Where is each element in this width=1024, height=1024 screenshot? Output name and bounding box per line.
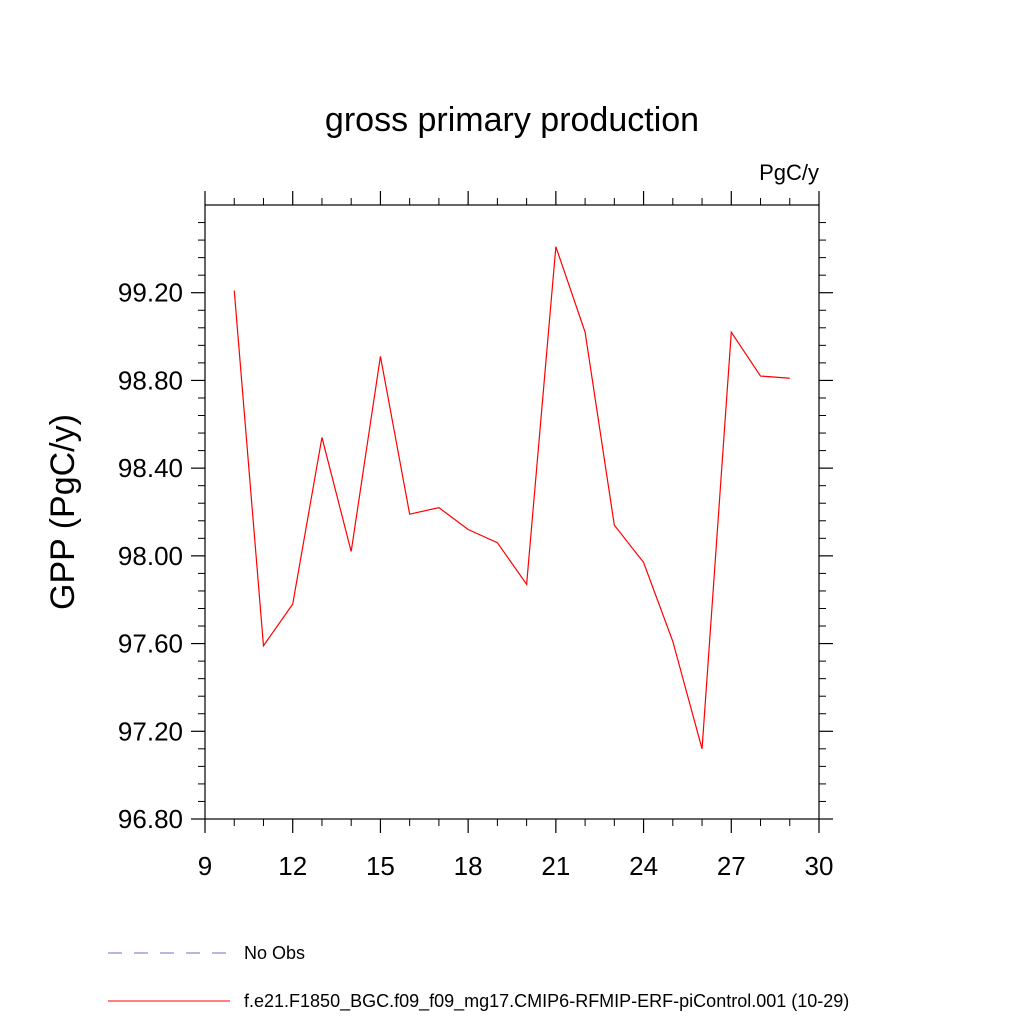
y-tick-label: 99.20 xyxy=(118,278,183,308)
plot-frame xyxy=(204,204,820,820)
legend-label-0: No Obs xyxy=(244,943,305,963)
series-layer xyxy=(233,246,790,749)
y-tick-label: 97.60 xyxy=(118,629,183,659)
x-tick-label: 24 xyxy=(629,851,658,881)
y-tick-label: 98.00 xyxy=(118,541,183,571)
y-tick-label: 96.80 xyxy=(118,804,183,834)
y-tick-label: 98.40 xyxy=(118,453,183,483)
y-axis-label: GPP (PgC/y) xyxy=(44,414,82,610)
legend-label-1: f.e21.F1850_BGC.f09_f09_mg17.CMIP6-RFMIP… xyxy=(244,991,849,1012)
x-tick-label: 30 xyxy=(805,851,834,881)
major-ticks xyxy=(191,191,833,833)
x-tick-labels: 9 12 15 18 21 24 27 30 xyxy=(198,851,834,881)
x-tick-label: 18 xyxy=(454,851,483,881)
x-tick-label: 27 xyxy=(717,851,746,881)
x-tick-label: 15 xyxy=(366,851,395,881)
x-tick-label: 21 xyxy=(541,851,570,881)
chart-title: gross primary production xyxy=(325,101,699,139)
minor-ticks xyxy=(198,198,826,826)
y-tick-labels: 96.80 97.20 97.60 98.00 98.40 98.80 99.20 xyxy=(118,278,183,834)
x-tick-label: 12 xyxy=(278,851,307,881)
y-tick-label: 97.20 xyxy=(118,716,183,746)
series-line-0 xyxy=(233,246,790,749)
legend: No Obs f.e21.F1850_BGC.f09_f09_mg17.CMIP6… xyxy=(108,943,849,1012)
y-tick-label: 98.80 xyxy=(118,365,183,395)
units-label: PgC/y xyxy=(759,160,819,185)
x-tick-label: 9 xyxy=(198,851,212,881)
